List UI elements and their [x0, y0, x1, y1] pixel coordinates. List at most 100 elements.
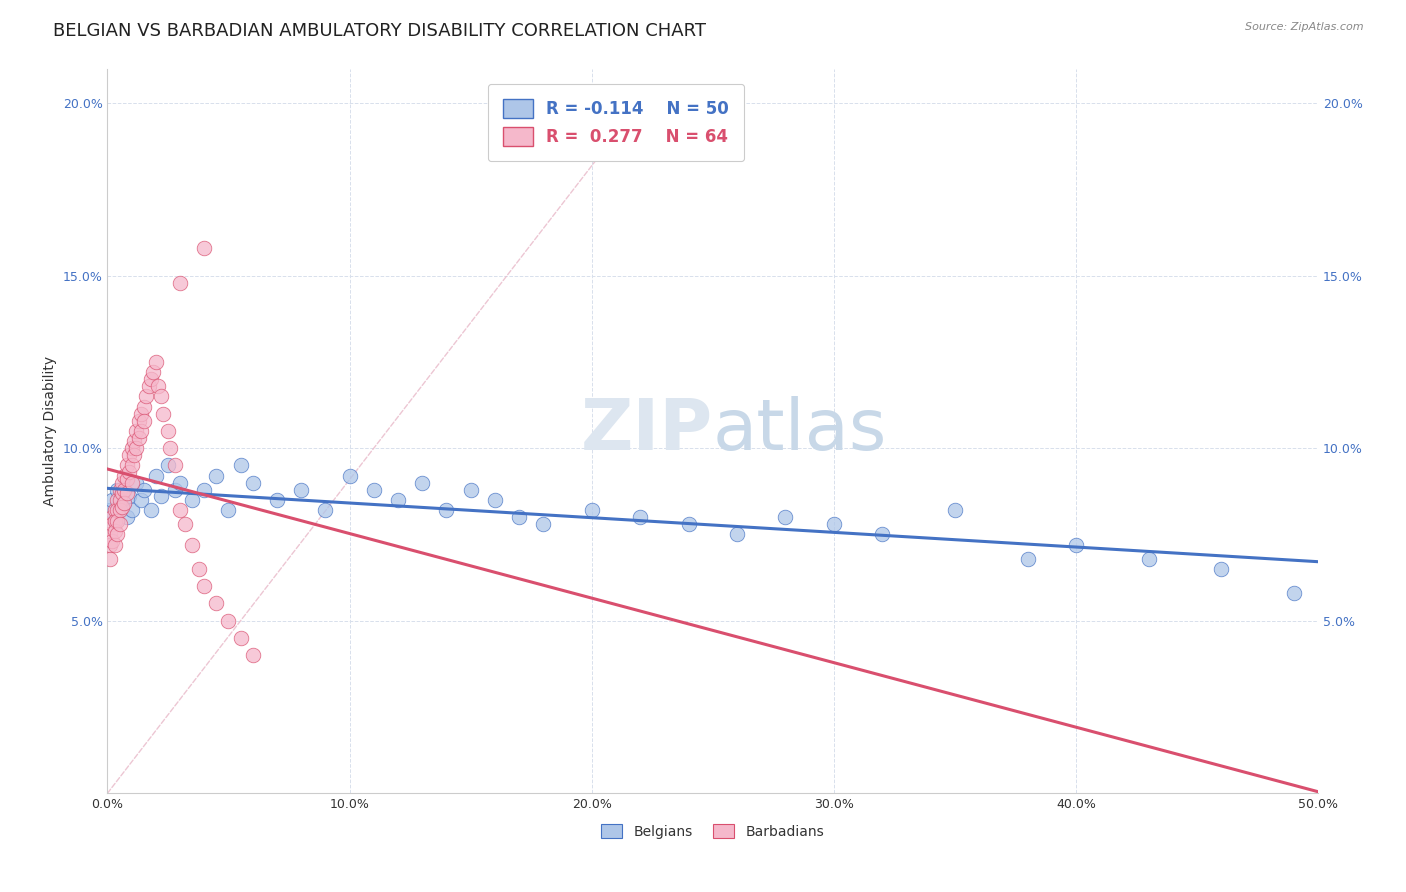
- Point: [218, 614, 240, 628]
- Point: [484, 492, 506, 507]
- Point: [132, 413, 155, 427]
- Point: [104, 514, 127, 528]
- Point: [1137, 551, 1160, 566]
- Point: [387, 492, 409, 507]
- Point: [193, 579, 215, 593]
- Point: [108, 492, 131, 507]
- Point: [132, 483, 155, 497]
- Point: [149, 389, 172, 403]
- Point: [229, 458, 252, 473]
- Point: [118, 490, 141, 504]
- Point: [460, 483, 482, 497]
- Point: [411, 475, 433, 490]
- Point: [156, 424, 179, 438]
- Point: [266, 492, 288, 507]
- Point: [169, 475, 191, 490]
- Point: [218, 503, 240, 517]
- Point: [115, 510, 138, 524]
- Point: [101, 517, 124, 532]
- Point: [115, 458, 138, 473]
- Point: [111, 486, 134, 500]
- Point: [152, 407, 174, 421]
- Point: [531, 517, 554, 532]
- Point: [125, 475, 148, 490]
- Point: [193, 241, 215, 255]
- Point: [121, 441, 143, 455]
- Point: [290, 483, 312, 497]
- Point: [121, 458, 143, 473]
- Point: [131, 407, 153, 421]
- Point: [823, 517, 845, 532]
- Y-axis label: Ambulatory Disability: Ambulatory Disability: [44, 356, 58, 506]
- Point: [98, 527, 121, 541]
- Point: [159, 441, 181, 455]
- Point: [112, 496, 135, 510]
- Point: [138, 379, 160, 393]
- Point: [188, 562, 211, 576]
- Point: [104, 538, 127, 552]
- Point: [148, 379, 170, 393]
- Point: [363, 483, 385, 497]
- Point: [181, 492, 204, 507]
- Point: [132, 400, 155, 414]
- Point: [139, 372, 162, 386]
- Point: [101, 510, 124, 524]
- Point: [156, 458, 179, 473]
- Point: [725, 527, 748, 541]
- Point: [122, 448, 145, 462]
- Point: [131, 492, 153, 507]
- Point: [145, 355, 167, 369]
- Point: [135, 389, 157, 403]
- Point: [112, 468, 135, 483]
- Point: [339, 468, 361, 483]
- Point: [98, 538, 121, 552]
- Point: [105, 527, 128, 541]
- Point: [242, 648, 264, 663]
- Point: [131, 424, 153, 438]
- Point: [121, 503, 143, 517]
- Point: [678, 517, 700, 532]
- Point: [105, 503, 128, 517]
- Point: [111, 486, 134, 500]
- Point: [98, 551, 121, 566]
- Point: [111, 475, 134, 490]
- Point: [872, 527, 894, 541]
- Point: [108, 503, 131, 517]
- Point: [436, 503, 458, 517]
- Legend: Belgians, Barbadians: Belgians, Barbadians: [596, 819, 830, 845]
- Point: [165, 483, 187, 497]
- Point: [174, 517, 197, 532]
- Point: [108, 517, 131, 532]
- Text: ZIP: ZIP: [581, 396, 713, 466]
- Point: [104, 514, 127, 528]
- Point: [193, 483, 215, 497]
- Point: [169, 503, 191, 517]
- Point: [169, 276, 191, 290]
- Point: [229, 631, 252, 645]
- Point: [145, 468, 167, 483]
- Text: Source: ZipAtlas.com: Source: ZipAtlas.com: [1246, 22, 1364, 32]
- Point: [121, 475, 143, 490]
- Point: [108, 500, 131, 514]
- Point: [105, 492, 128, 507]
- Point: [101, 534, 124, 549]
- Point: [139, 503, 162, 517]
- Point: [115, 472, 138, 486]
- Point: [112, 496, 135, 510]
- Text: BELGIAN VS BARBADIAN AMBULATORY DISABILITY CORRELATION CHART: BELGIAN VS BARBADIAN AMBULATORY DISABILI…: [53, 22, 706, 40]
- Point: [98, 503, 121, 517]
- Point: [205, 468, 228, 483]
- Point: [142, 365, 165, 379]
- Point: [1211, 562, 1233, 576]
- Point: [628, 510, 651, 524]
- Point: [122, 434, 145, 449]
- Point: [125, 424, 148, 438]
- Point: [1282, 586, 1305, 600]
- Point: [101, 492, 124, 507]
- Point: [128, 431, 150, 445]
- Point: [112, 483, 135, 497]
- Point: [118, 448, 141, 462]
- Point: [108, 483, 131, 497]
- Point: [125, 441, 148, 455]
- Point: [118, 466, 141, 480]
